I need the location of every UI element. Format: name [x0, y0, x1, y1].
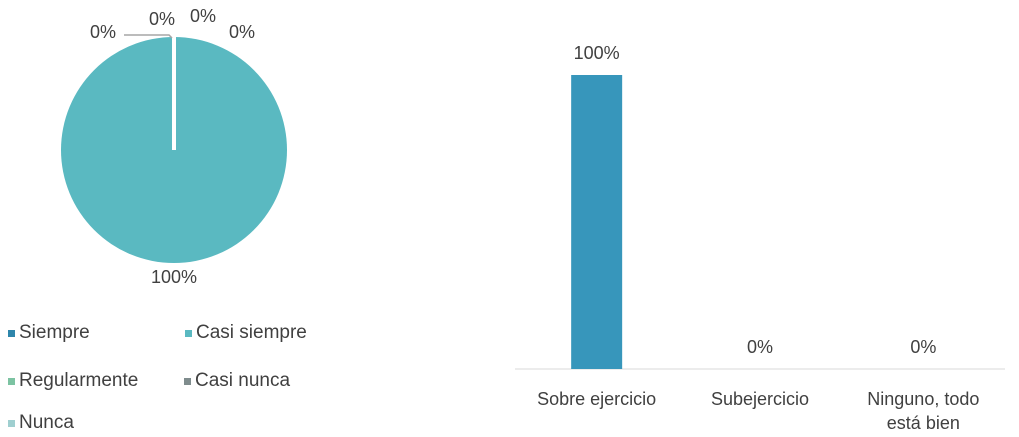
x-tick-label: Ninguno, todo	[867, 389, 979, 409]
bar-data-label: 100%	[574, 43, 620, 63]
legend-label: Regularmente	[19, 370, 139, 391]
x-tick-label: Subejercicio	[711, 389, 809, 409]
legend-item: Casi nunca	[184, 370, 290, 392]
legend-label: Casi siempre	[196, 322, 307, 343]
pie-data-label: 0%	[229, 22, 255, 42]
pie-data-label: 0%	[149, 9, 175, 29]
legend-swatch	[8, 329, 15, 337]
legend-item: Siempre	[8, 322, 90, 344]
bar-data-label: 0%	[910, 337, 936, 357]
bar-chart: 100% Sobre ejercicio 0% Subejercicio 0% Ningu…	[515, 43, 1005, 433]
legend-label: Siempre	[19, 322, 90, 343]
pie-data-label: 0%	[90, 22, 116, 42]
legend-item: Nunca	[8, 412, 74, 434]
bar	[571, 75, 623, 369]
legend-item: Regularmente	[8, 370, 138, 392]
legend-label: Nunca	[19, 412, 74, 433]
legend-swatch	[8, 419, 15, 427]
pie-leader-line	[124, 34, 173, 39]
pie-data-label: 100%	[151, 267, 197, 287]
legend-swatch	[8, 377, 15, 385]
legend-label: Casi nunca	[195, 370, 291, 391]
x-tick-label: está bien	[887, 413, 960, 433]
pie-chart: 0% 100% 0% 0% 0%	[61, 6, 287, 287]
x-tick-label: Sobre ejercicio	[537, 389, 656, 409]
pie-data-label: 0%	[190, 6, 216, 26]
legend-swatch	[184, 377, 191, 385]
legend-swatch	[185, 329, 192, 337]
legend-item: Casi siempre	[185, 322, 307, 344]
bar-data-label: 0%	[747, 337, 773, 357]
